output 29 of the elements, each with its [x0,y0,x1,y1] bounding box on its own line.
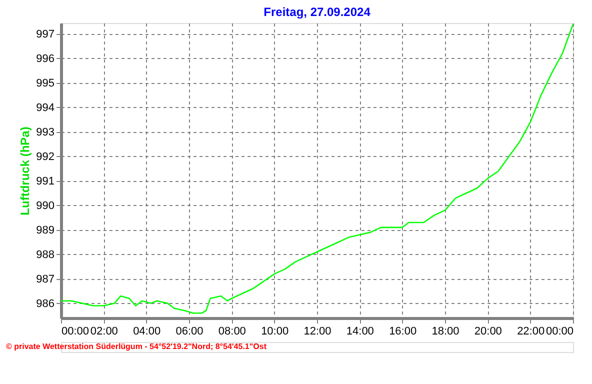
y-tick-label: 997 [36,28,54,41]
y-tick-label: 993 [36,126,54,138]
x-tick-label: 16:00 [389,326,417,338]
x-tick-label: 10:00 [261,326,289,338]
x-tick-label: 00:00 [62,326,90,338]
y-axis-title: Luftdruck (hPa) [18,126,32,216]
x-tick-label: 04:00 [133,326,161,338]
x-tick-label: 14:00 [346,326,374,338]
x-tick-label: 08:00 [218,326,246,338]
y-tick-label: 989 [36,224,54,236]
y-tick-label: 995 [36,77,54,90]
y-tick-label: 996 [36,53,54,65]
x-tick-label: 06:00 [176,326,204,338]
text: © private Wetterstation Süderlügum - 54°52'19.2"Nord; 8°54'45.1"Ost [6,342,267,351]
x-tick-label: 22:00 [517,326,545,338]
y-tick-label: 988 [36,248,54,261]
x-tick-label: 00:00 [546,326,574,338]
x-tick-label: 12:00 [304,326,332,338]
line-series [60,24,574,314]
y-tick-label: 991 [36,175,54,188]
y-tick-label: 990 [36,200,54,212]
chart-title: Freitag, 27.09.2024 [264,5,371,19]
x-tick-label: 20:00 [474,326,502,338]
x-tick-label: 02:00 [90,326,118,338]
y-tick-label: 986 [36,298,54,310]
y-tick-label: 987 [36,273,54,286]
y-tick-label: 994 [36,102,54,114]
x-tick-label: 18:00 [432,326,460,338]
y-tick-label: 992 [36,150,54,163]
